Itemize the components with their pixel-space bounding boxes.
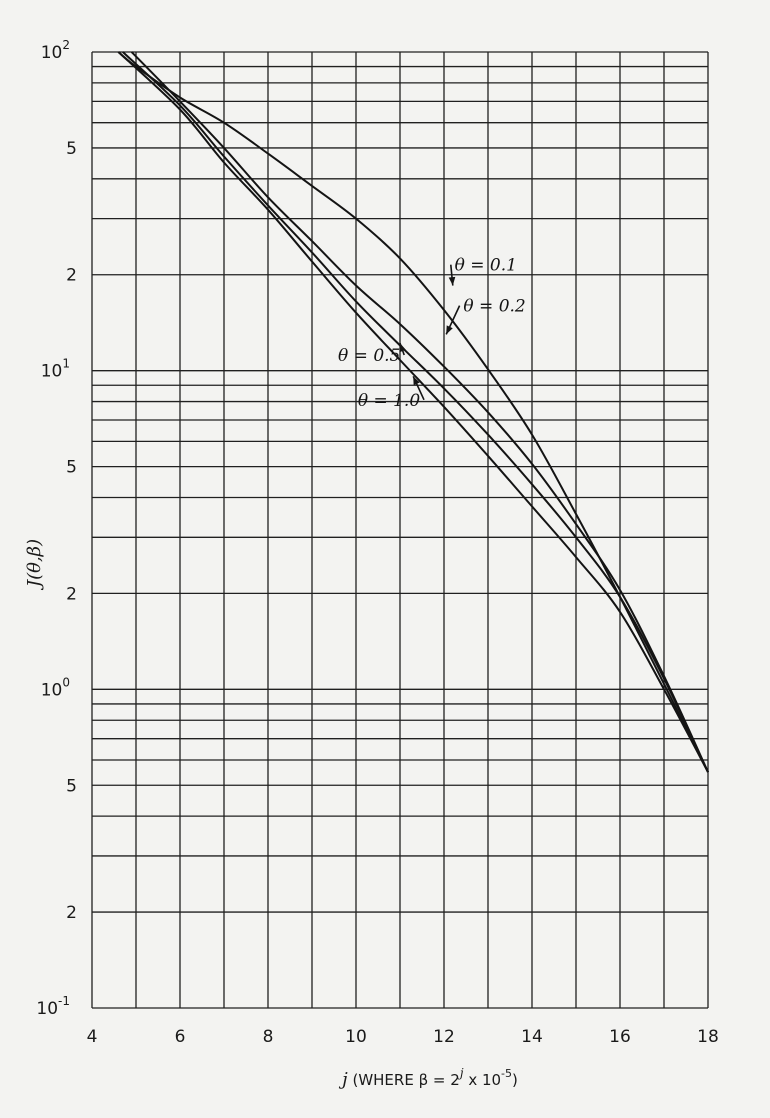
annotation-label: θ = 0.5 — [338, 346, 400, 366]
x-axis-label-sup2: -5 — [501, 1067, 512, 1080]
y-tick-label: 101 — [41, 357, 70, 382]
y-tick-label-base: 10 — [41, 362, 63, 382]
x-axis-label-middle2: x 10 — [464, 1071, 502, 1089]
x-tick-label: 6 — [175, 1027, 186, 1047]
y-tick-label-exponent: -1 — [58, 994, 70, 1008]
x-tick-label: 4 — [87, 1027, 98, 1047]
annotation-arrowhead — [399, 343, 406, 353]
y-tick-label-exponent: 2 — [62, 38, 70, 52]
annotation-arrowhead — [448, 276, 456, 286]
y-tick-label-base: 10 — [41, 43, 63, 63]
y-axis-label: J(θ,β) — [24, 539, 45, 591]
annotation-label: θ = 0.1 — [455, 256, 517, 276]
x-axis-label: j (WHERE β = 2j x 10-5) — [338, 1066, 518, 1090]
x-tick-label: 12 — [433, 1027, 455, 1047]
y-tick-label: 2 — [66, 266, 77, 286]
annotations: θ = 0.1 θ = 0.2 θ = 0.5 θ = 1.0 — [338, 256, 526, 411]
y-tick-label-exponent: 1 — [62, 357, 70, 371]
x-tick-label: 8 — [263, 1027, 274, 1047]
y-tick-label: 2 — [66, 584, 77, 604]
series-line-4 — [117, 51, 709, 773]
y-tick-label: 10-1 — [36, 994, 70, 1019]
x-axis-label-sup1: j — [457, 1066, 464, 1080]
x-tick-label: 10 — [345, 1027, 367, 1047]
annotation-arrowhead — [413, 376, 420, 386]
x-axis-label-middle: (WHERE β = 2 — [348, 1071, 460, 1089]
series-line-2 — [130, 51, 709, 773]
annotation-arrowhead — [446, 325, 453, 335]
y-tick-label-base: 10 — [36, 999, 58, 1019]
series-group — [117, 51, 709, 773]
x-tick-label: 16 — [609, 1027, 631, 1047]
y-tick-label: 5 — [66, 776, 77, 796]
x-tick-label: 14 — [521, 1027, 543, 1047]
y-tick-label: 5 — [66, 139, 77, 159]
x-tick-labels: 4 6 8 10 12 14 16 18 — [87, 1027, 719, 1047]
x-axis-label-j: j — [338, 1069, 348, 1090]
y-tick-label-base: 10 — [41, 680, 63, 700]
y-tick-label: 5 — [66, 458, 77, 478]
x-tick-label: 18 — [697, 1027, 719, 1047]
y-tick-label: 100 — [41, 675, 70, 700]
grid — [91, 51, 709, 1009]
x-axis-label-suffix: ) — [512, 1071, 518, 1089]
annotation-label: θ = 0.2 — [463, 297, 525, 317]
y-tick-label: 2 — [66, 903, 77, 923]
annotation-label: θ = 1.0 — [358, 391, 421, 411]
series-line-3 — [122, 51, 709, 773]
y-tick-label: 102 — [41, 38, 70, 63]
y-tick-label-exponent: 0 — [62, 675, 70, 689]
